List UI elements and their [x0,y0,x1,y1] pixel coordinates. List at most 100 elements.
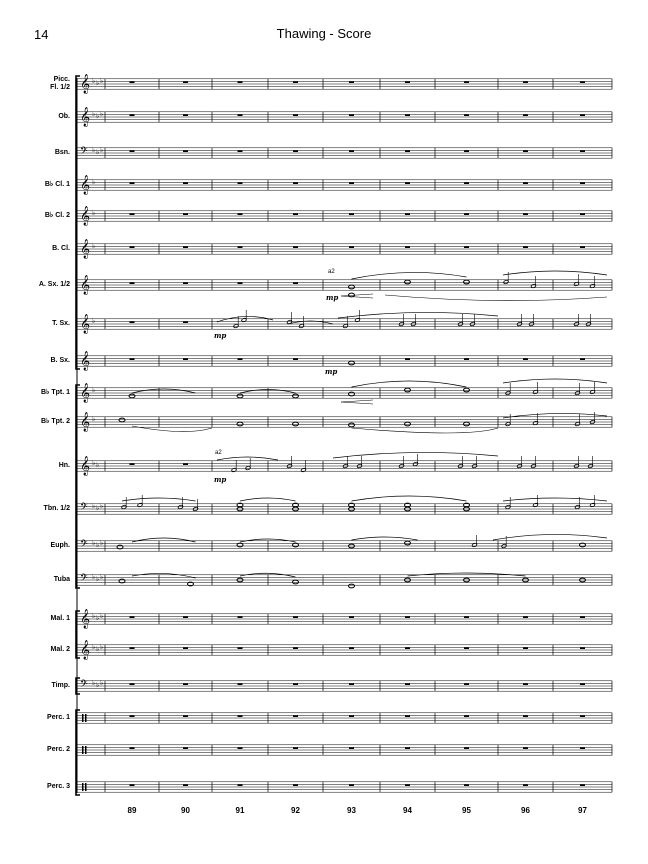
whole-rest [293,647,298,649]
whole-rest [293,715,298,717]
note-head [118,417,126,423]
whole-rest [464,647,469,649]
whole-rest [129,784,135,786]
whole-rest [349,616,354,618]
bass-clef: 𝄢 [80,572,88,586]
whole-rest [464,616,469,618]
whole-rest [183,282,188,284]
whole-rest [523,683,528,685]
whole-rest [293,358,298,360]
whole-rest [464,182,469,184]
dynamic-marking: mp [325,367,337,376]
staff: 𝄞 ♭ [77,314,613,334]
staff: 𝄢 ♭ ♭ ♭ [77,678,613,692]
whole-rest [237,784,243,786]
whole-rest [523,246,528,248]
whole-rest [129,246,135,248]
flat-icon: ♭ [96,614,99,622]
flat-icon: ♭ [92,415,95,423]
whole-rest [464,81,469,83]
flat-icon: ♭ [92,242,95,250]
dynamic-marking: mp [326,293,338,302]
whole-rest [523,616,528,618]
whole-rest [129,81,135,83]
whole-rest [405,150,410,152]
note-head [404,279,411,285]
whole-rest [183,463,188,465]
group-bracket [75,384,80,589]
instrument-label: A. Sx. 1/2 [38,281,70,288]
slur [351,272,467,280]
slur [502,497,608,502]
treble-clef: 𝄞 [80,107,90,127]
flat-icon: ♭ [92,110,95,118]
whole-rest [580,114,585,116]
measure-number: 96 [521,806,530,815]
dynamic-marking: mp [214,331,226,340]
whole-rest [523,358,528,360]
slur [131,573,196,579]
note-head [463,421,470,427]
page-number: 14 [34,27,49,42]
slur [131,388,196,394]
note-head [579,577,586,583]
whole-rest [183,114,188,116]
group-bracket [75,75,80,370]
whole-rest [349,114,354,116]
whole-rest [349,647,354,649]
staff: 𝄞 ♭ ♭ ♭ [77,609,613,629]
whole-rest [464,715,469,717]
whole-rest [293,81,298,83]
treble-clef: 𝄞 [80,206,90,226]
whole-rest [237,213,243,215]
whole-rest [183,81,188,83]
whole-rest [464,747,469,749]
whole-rest [237,182,243,184]
note-head [348,543,355,549]
note-head [404,577,411,583]
bass-clef: 𝄢 [80,501,88,515]
measure-number: 91 [235,806,245,815]
whole-rest [129,463,135,465]
treble-clef: 𝄞 [80,74,90,94]
flat-icon: ♭ [92,77,95,85]
whole-rest [405,747,410,749]
whole-rest [464,114,469,116]
slur [216,316,274,323]
staff: 𝄞 ♭ ♭ ♭ [77,640,613,660]
whole-rest [129,358,135,360]
whole-rest [580,616,585,618]
flat-icon: ♭ [92,146,95,154]
whole-rest [183,246,188,248]
bass-clef: 𝄢 [80,678,88,692]
a2-marking: a2 [215,450,222,456]
staff: 𝄞 ♭ ♭ ♭ [77,74,613,94]
flat-icon: ♭ [100,110,103,118]
group-bracket [75,709,80,796]
whole-rest [237,358,243,360]
whole-rest [293,784,298,786]
instrument-label: Bsn. [54,149,70,156]
flat-icon: ♭ [92,386,95,394]
staff: 𝄞 ♭ [77,239,613,259]
flat-icon: ♭ [92,612,95,620]
whole-rest [523,81,528,83]
instrument-label: Perc. 2 [47,746,70,753]
note-head [236,542,244,548]
staff: 𝄢 ♭ ♭ ♭ [77,538,613,552]
note-head [236,421,244,427]
treble-clef: 𝄞 [80,640,90,660]
dynamic-marking: mp [214,475,226,484]
whole-rest [349,81,354,83]
whole-rest [580,182,585,184]
instrument-label: Perc. 1 [47,714,70,721]
whole-rest [237,747,243,749]
group-bracket [75,610,80,659]
whole-rest [580,213,585,215]
whole-rest [405,715,410,717]
staff: 𝄞 ♭ ♭ ♭ [77,107,613,127]
bass-clef: 𝄢 [80,145,88,159]
flat-icon: ♭ [92,209,95,217]
flat-icon: ♭ [96,645,99,653]
whole-rest [129,715,135,717]
